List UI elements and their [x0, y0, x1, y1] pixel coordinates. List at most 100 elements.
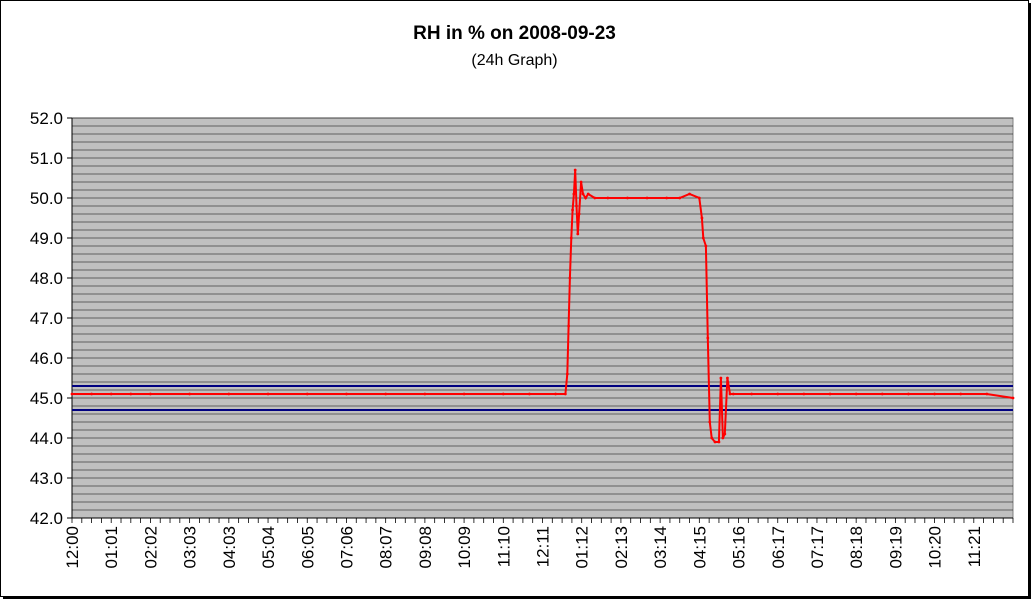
- data-point: [985, 392, 989, 396]
- data-point: [576, 232, 580, 236]
- y-tick-label: 42.0: [30, 509, 63, 528]
- data-point: [266, 392, 270, 396]
- y-tick-label: 43.0: [30, 469, 63, 488]
- data-point: [571, 208, 574, 212]
- data-point: [567, 324, 571, 328]
- series-line: [72, 169, 1014, 443]
- x-tick-label: 06:05: [298, 526, 317, 569]
- x-tick-label: 11:10: [494, 526, 513, 567]
- data-point: [726, 376, 729, 380]
- x-tick-label: 10:09: [455, 526, 474, 569]
- data-point: [90, 392, 94, 396]
- x-tick-label: 05:04: [259, 526, 278, 569]
- data-point: [708, 420, 712, 424]
- x-tick-label: 05:16: [730, 526, 749, 569]
- data-point: [721, 436, 725, 440]
- x-tick-label: 12:00: [63, 526, 82, 569]
- x-tick-label: 08:18: [847, 526, 866, 569]
- x-tick-label: 03:03: [181, 526, 200, 569]
- data-point: [802, 392, 806, 396]
- chart-title: RH in % on 2008-09-23: [413, 23, 616, 44]
- data-point: [776, 392, 780, 396]
- data-point: [731, 392, 735, 396]
- x-tick-label: 07:06: [337, 526, 356, 569]
- data-point: [723, 432, 727, 436]
- data-point: [586, 192, 590, 196]
- y-tick-label: 46.0: [30, 349, 63, 368]
- data-point: [626, 196, 629, 200]
- data-point: [688, 192, 691, 196]
- data-point: [188, 392, 192, 396]
- data-point: [1011, 396, 1015, 400]
- data-point: [854, 392, 858, 396]
- x-tick-label: 09:08: [416, 526, 435, 569]
- x-tick-label: 07:17: [808, 526, 827, 569]
- data-point: [575, 204, 578, 208]
- data-point: [565, 372, 569, 376]
- x-tick-label: 03:14: [651, 526, 670, 569]
- data-point: [579, 180, 583, 184]
- data-point: [149, 392, 152, 396]
- data-point: [70, 392, 74, 396]
- x-tick-label: 04:15: [690, 526, 709, 569]
- data-point: [933, 392, 936, 396]
- x-tick-label: 06:17: [769, 526, 788, 569]
- x-tick-label: 08:07: [377, 526, 396, 569]
- x-tick-label: 04:03: [220, 526, 239, 569]
- data-point: [528, 392, 531, 396]
- data-point: [606, 196, 610, 200]
- chart-subtitle: (24h Graph): [471, 52, 558, 69]
- data-point: [645, 196, 649, 200]
- y-tick-label: 51.0: [30, 149, 63, 168]
- data-point: [665, 196, 669, 200]
- data-point: [501, 392, 505, 396]
- data-point: [719, 376, 723, 380]
- x-tick-label: 02:02: [141, 526, 160, 569]
- y-tick-label: 47.0: [30, 309, 63, 328]
- x-tick-label: 02:13: [612, 526, 631, 569]
- data-point: [568, 276, 572, 280]
- x-tick-label: 12:11: [534, 526, 553, 567]
- data-point: [710, 436, 714, 440]
- y-tick-label: 52.0: [30, 109, 63, 128]
- data-point: [880, 392, 884, 396]
- y-tick-label: 50.0: [30, 189, 63, 208]
- data-point: [593, 196, 597, 200]
- data-point: [713, 440, 717, 444]
- data-point: [706, 336, 710, 340]
- data-point: [572, 192, 576, 196]
- y-tick-label: 44.0: [30, 429, 63, 448]
- data-point: [581, 192, 585, 196]
- data-point: [750, 392, 754, 396]
- data-point: [704, 244, 708, 248]
- data-point: [554, 392, 557, 396]
- data-point: [907, 392, 910, 396]
- data-point: [129, 392, 133, 396]
- data-point: [573, 168, 577, 172]
- x-tick-label: 01:12: [573, 526, 592, 569]
- data-point: [423, 392, 427, 396]
- x-tick-label: 01:01: [102, 526, 121, 569]
- data-point: [700, 216, 704, 220]
- data-point: [697, 196, 701, 200]
- y-tick-label: 48.0: [30, 269, 63, 288]
- data-point: [109, 392, 113, 396]
- data-point: [717, 440, 721, 444]
- data-point: [462, 392, 466, 396]
- x-tick-label: 09:19: [886, 526, 905, 569]
- data-point: [563, 392, 567, 396]
- data-point: [569, 236, 573, 240]
- data-point: [728, 392, 732, 396]
- y-tick-label: 45.0: [30, 389, 63, 408]
- x-tick-label: 11:21: [965, 526, 984, 567]
- data-point: [584, 196, 588, 200]
- data-point: [305, 392, 309, 396]
- data-point: [384, 392, 388, 396]
- data-point: [678, 196, 682, 200]
- data-point: [227, 392, 231, 396]
- y-tick-label: 49.0: [30, 229, 63, 248]
- x-tick-label: 10:20: [926, 526, 945, 569]
- data-point: [577, 212, 581, 216]
